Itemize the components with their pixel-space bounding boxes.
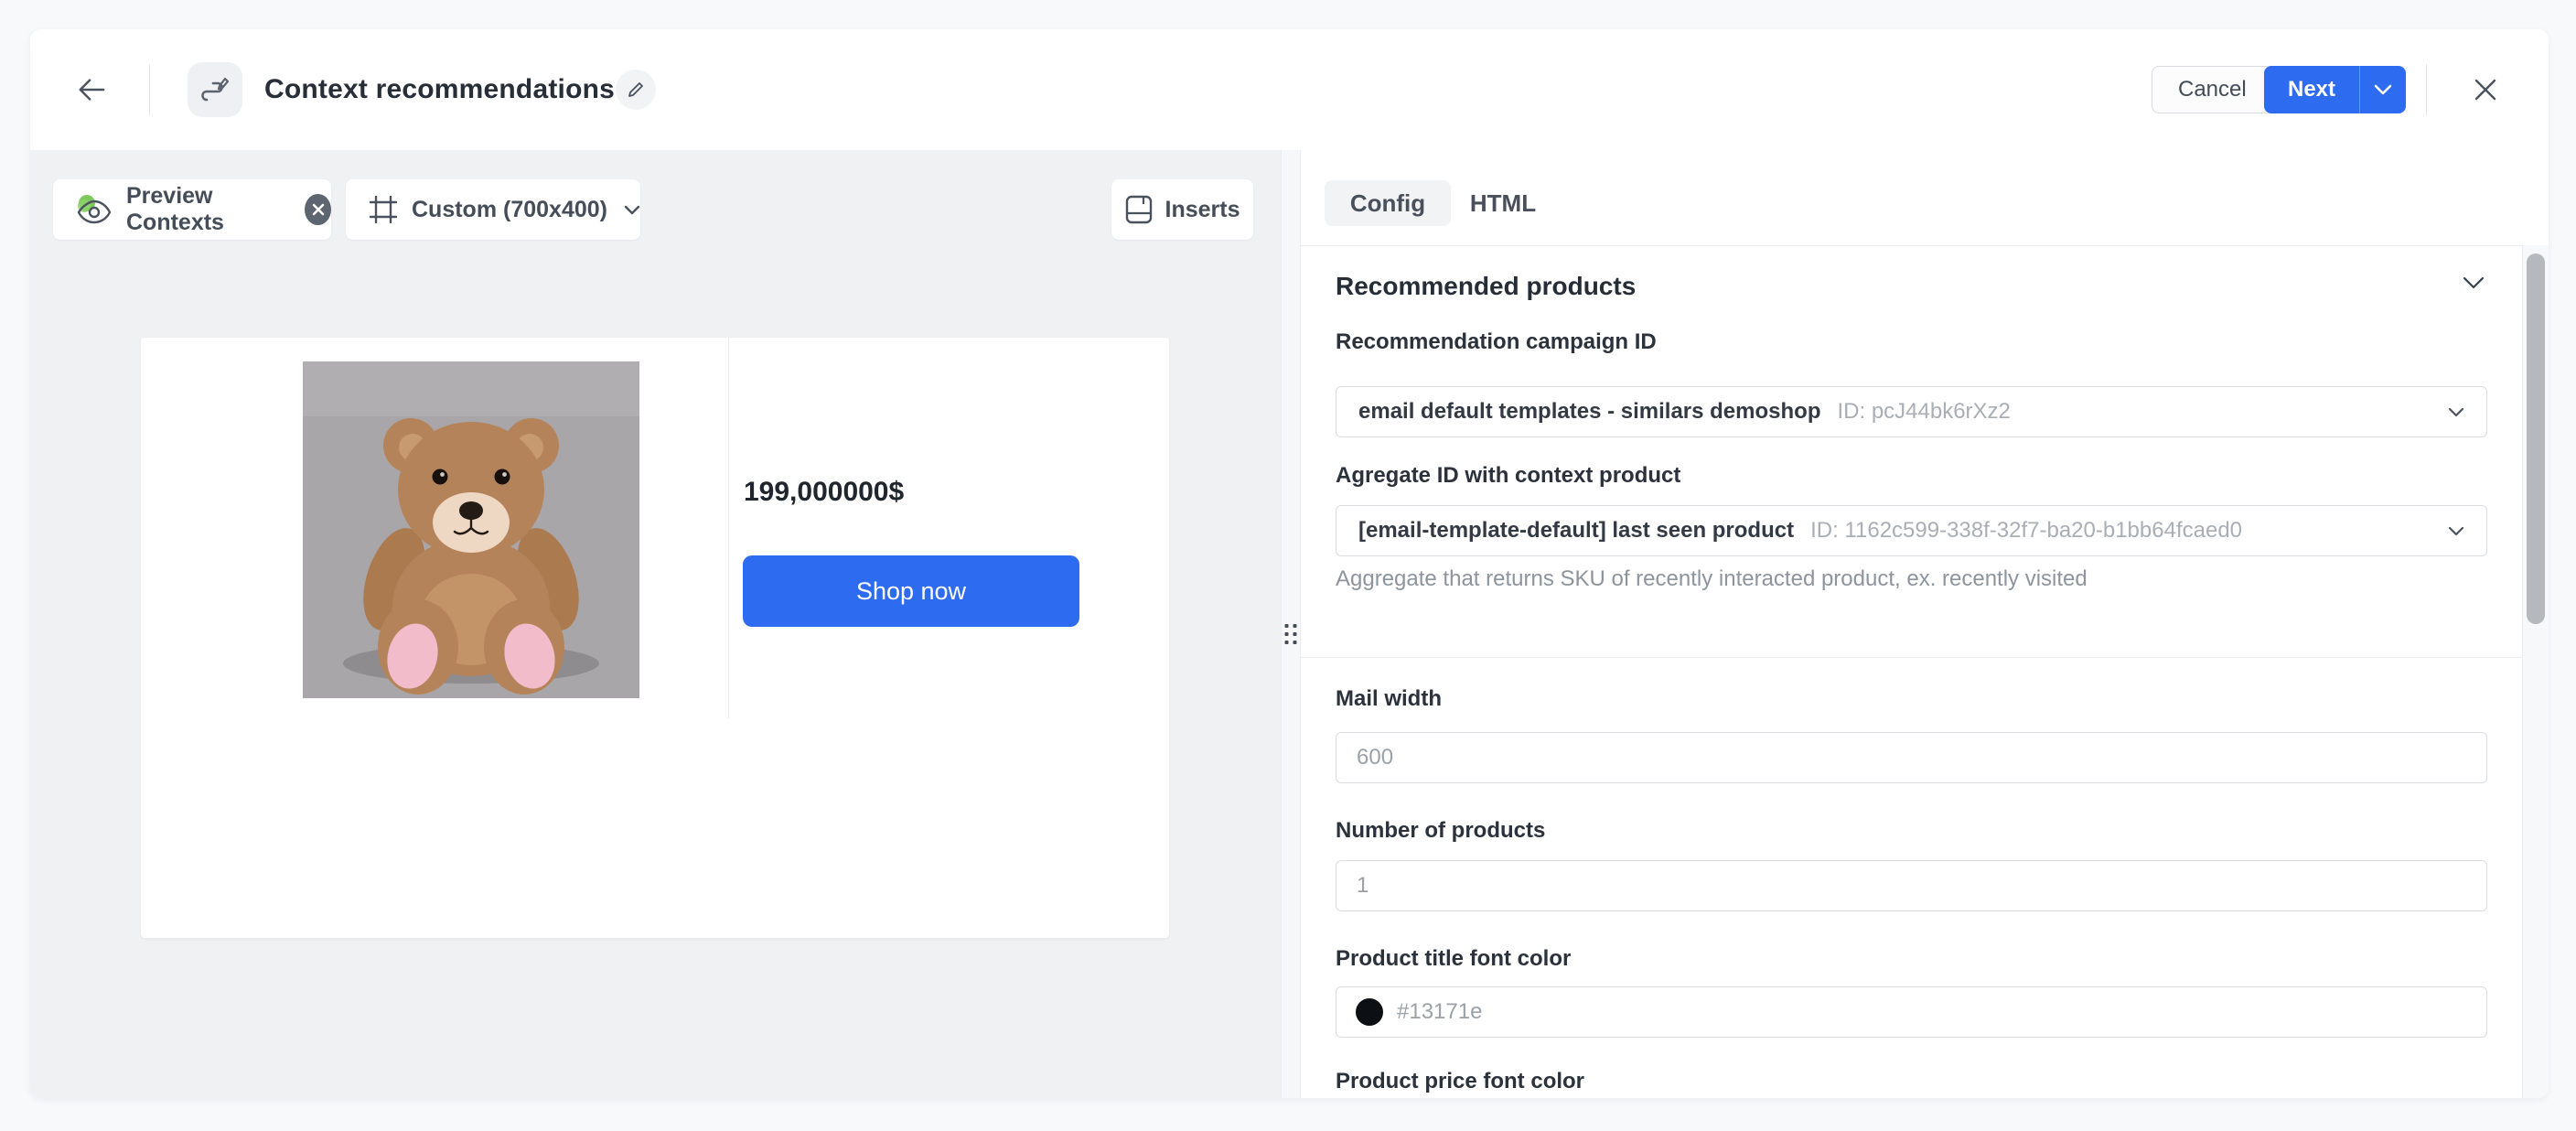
header-divider (2426, 64, 2427, 115)
num-products-input[interactable] (1336, 860, 2487, 911)
aggregate-helper-text: Aggregate that returns SKU of recently i… (1336, 566, 2088, 591)
product-image (303, 361, 639, 698)
chevron-down-icon (2463, 276, 2485, 289)
page-title: Context recommendations 2 (264, 74, 639, 104)
campaign-id-select[interactable]: email default templates - similars demos… (1336, 386, 2487, 437)
price-color-label: Product price font color (1336, 1069, 1585, 1093)
scrollbar-track[interactable] (2522, 245, 2549, 1098)
eye-icon (75, 194, 113, 225)
tab-config[interactable]: Config (1325, 180, 1451, 226)
frame-size-icon (370, 196, 397, 223)
aggregate-id-select[interactable]: [email-template-default] last seen produ… (1336, 505, 2487, 556)
chevron-down-icon (624, 205, 640, 215)
chevron-down-icon (2448, 526, 2464, 535)
template-type-tile (188, 62, 242, 117)
campaign-id-label: Recommendation campaign ID (1336, 329, 1657, 354)
section-title: Recommended products (1336, 272, 1637, 300)
remove-context-button[interactable] (305, 194, 331, 225)
collapse-section-button[interactable] (2463, 276, 2485, 289)
inserts-label: Inserts (1165, 196, 1240, 222)
preview-panel: Preview Contexts Custom (700x400) (30, 150, 1281, 1098)
next-dropdown-button[interactable] (2360, 66, 2406, 113)
mail-width-label: Mail width (1336, 686, 1442, 711)
x-icon (312, 203, 324, 216)
next-split-button[interactable]: Next (2264, 66, 2407, 113)
book-icon (1125, 195, 1153, 224)
preview-contexts-chip[interactable]: Preview Contexts (53, 179, 331, 240)
header: Context recommendations 2 Cancel Next (30, 29, 2549, 150)
app-window: Context recommendations 2 Cancel Next (30, 29, 2549, 1098)
email-preview-card: 199,000000$ Shop now (141, 338, 1169, 938)
header-divider (149, 64, 150, 115)
tab-html[interactable]: HTML (1469, 188, 1537, 217)
title-color-label: Product title font color (1336, 946, 1572, 971)
campaign-id-value: email default templates - similars demos… (1358, 399, 1821, 424)
aggregate-id-label: Agregate ID with context product (1336, 463, 1681, 488)
arrow-left-icon (79, 79, 105, 101)
cancel-button[interactable]: Cancel (2152, 66, 2273, 113)
pencil-icon (628, 82, 643, 97)
next-button-separator (2359, 66, 2361, 113)
signature-icon (201, 77, 230, 102)
shop-now-button[interactable]: Shop now (743, 555, 1079, 627)
tabs-divider (1301, 245, 2549, 246)
chevron-down-icon (2448, 407, 2464, 416)
panel-resize-gutter (1281, 150, 1301, 1098)
aggregate-id-id: ID: 1162c599-338f-32f7-ba20-b1bb64fcaed0 (1810, 518, 2243, 543)
close-icon (2474, 79, 2496, 101)
campaign-id-id: ID: pcJ44bk6rXz2 (1837, 399, 2011, 424)
chevron-down-icon (2374, 84, 2392, 95)
preview-size-dropdown[interactable]: Custom (700x400) (346, 179, 640, 240)
section-divider (1301, 657, 2549, 658)
inserts-button[interactable]: Inserts (1111, 179, 1253, 240)
preview-size-label: Custom (700x400) (412, 196, 607, 222)
scrollbar-thumb[interactable] (2527, 253, 2545, 624)
num-products-label: Number of products (1336, 818, 1546, 843)
back-button[interactable] (71, 70, 112, 110)
next-button[interactable]: Next (2288, 77, 2336, 102)
close-button[interactable] (2465, 70, 2506, 110)
mail-width-input[interactable] (1336, 732, 2487, 783)
title-color-input[interactable] (1336, 986, 2487, 1038)
aggregate-id-value: [email-template-default] last seen produ… (1358, 518, 1795, 543)
preview-contexts-label: Preview Contexts (126, 183, 224, 235)
product-price: 199,000000$ (744, 477, 905, 507)
rename-button[interactable] (616, 70, 656, 110)
card-divider (728, 338, 729, 718)
resize-handle[interactable] (1284, 624, 1297, 644)
config-panel: Config HTML Recommended products Recomme… (1301, 150, 2549, 1098)
